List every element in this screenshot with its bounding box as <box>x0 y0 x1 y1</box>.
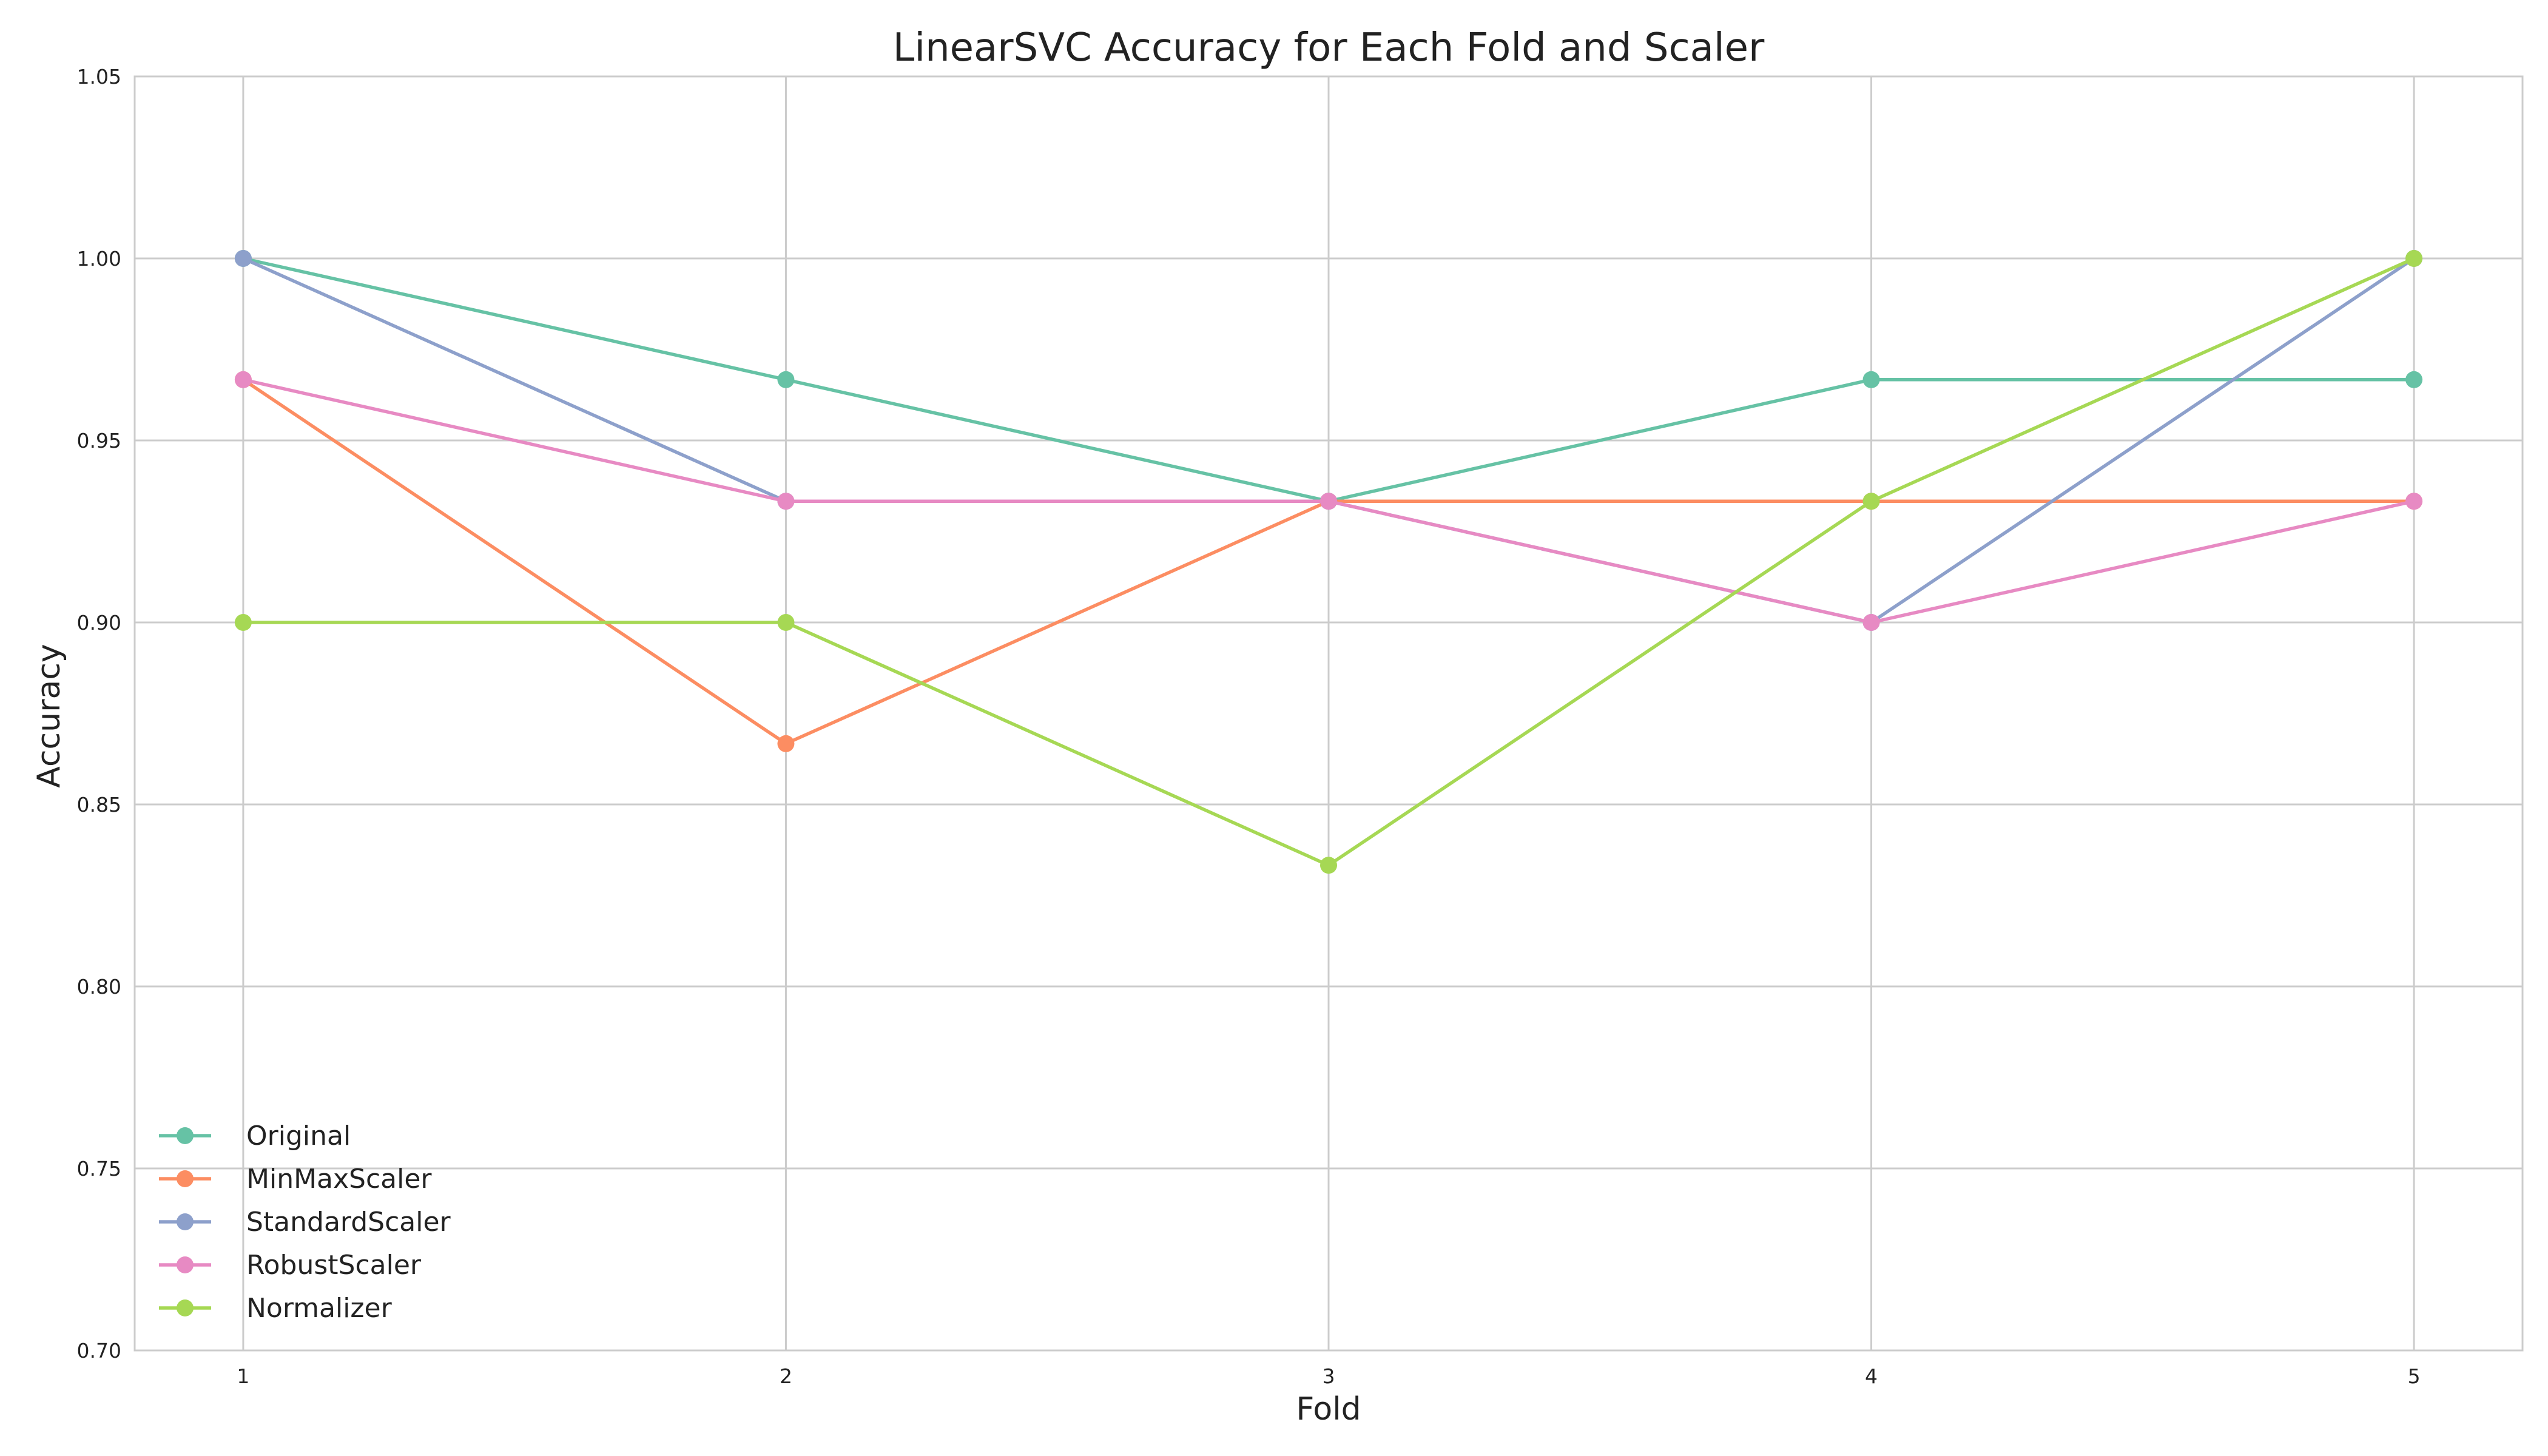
legend-label: Original <box>246 1121 351 1151</box>
legend-label: StandardScaler <box>246 1207 451 1238</box>
legend-swatch-marker <box>177 1170 194 1187</box>
x-tick-label: 4 <box>1865 1364 1878 1388</box>
data-point <box>777 735 795 752</box>
data-point <box>1862 371 1880 388</box>
plot-frame <box>133 75 2524 1352</box>
legend-label: MinMaxScaler <box>246 1164 432 1195</box>
data-point <box>777 614 795 631</box>
data-point <box>2405 250 2423 267</box>
data-point <box>1862 614 1880 631</box>
y-tick-label: 0.75 <box>77 1157 121 1181</box>
data-point <box>1862 493 1880 510</box>
x-tick-label: 3 <box>1323 1364 1335 1388</box>
x-tick-labels: 1 2 3 4 5 <box>237 1364 2420 1388</box>
legend-swatch-marker <box>177 1127 194 1144</box>
legend-label: RobustScaler <box>246 1250 422 1281</box>
x-tick-label: 1 <box>237 1364 249 1388</box>
legend-item: MinMaxScaler <box>159 1164 432 1195</box>
y-tick-label: 0.95 <box>77 429 121 453</box>
x-tick-label: 2 <box>780 1364 792 1388</box>
data-point <box>777 493 795 510</box>
data-point <box>234 614 252 631</box>
data-point <box>1320 493 1337 510</box>
series-robustscaler <box>234 371 2423 631</box>
legend-swatch-marker <box>177 1299 194 1316</box>
legend-swatch-marker <box>177 1256 194 1273</box>
series-lines <box>234 250 2423 874</box>
y-tick-label: 0.70 <box>77 1339 121 1363</box>
legend-item: Original <box>159 1121 351 1151</box>
y-tick-labels: 0.70 0.75 0.80 0.85 0.90 0.95 1.00 1.05 <box>77 65 121 1363</box>
y-axis-label: Accuracy <box>31 644 67 787</box>
x-axis-label: Fold <box>1296 1391 1361 1427</box>
legend: Original MinMaxScaler StandardScaler Robust… <box>159 1121 451 1324</box>
legend-item: RobustScaler <box>159 1250 422 1281</box>
data-point <box>2405 371 2423 388</box>
grid-lines <box>135 75 2523 1352</box>
x-tick-label: 5 <box>2408 1364 2421 1388</box>
legend-label: Normalizer <box>246 1293 393 1324</box>
legend-swatch-marker <box>177 1213 194 1230</box>
y-tick-label: 0.90 <box>77 611 121 635</box>
y-tick-label: 0.80 <box>77 975 121 999</box>
data-point <box>777 371 795 388</box>
y-tick-label: 1.00 <box>77 247 121 271</box>
chart-title: LinearSVC Accuracy for Each Fold and Sca… <box>893 25 1765 70</box>
data-point <box>2405 493 2423 510</box>
y-tick-label: 1.05 <box>77 65 121 89</box>
legend-item: StandardScaler <box>159 1207 451 1238</box>
y-tick-label: 0.85 <box>77 793 121 817</box>
data-point <box>234 250 252 267</box>
data-point <box>234 371 252 388</box>
legend-item: Normalizer <box>159 1293 393 1324</box>
series-normalizer <box>234 250 2423 874</box>
data-point <box>1320 857 1337 874</box>
